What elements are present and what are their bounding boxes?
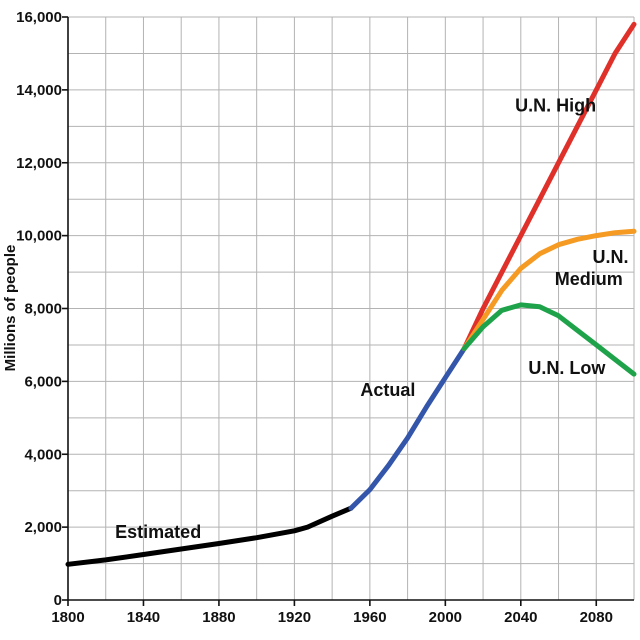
- series-line-u-n-high: [461, 21, 637, 352]
- x-tick-label: 1800: [51, 609, 84, 626]
- y-tick-label: 6,000: [24, 373, 62, 390]
- series-annotations: Estimated Actual U.N. High U.N.Medium U.N. L…: [115, 96, 628, 542]
- series-annotation: Actual: [360, 380, 415, 400]
- series-line-u-n-low: [461, 302, 637, 377]
- series-annotation: Medium: [555, 269, 623, 289]
- y-tick-label: 2,000: [24, 519, 62, 536]
- series-annotation: U.N.: [592, 247, 628, 267]
- series-line-actual: [348, 346, 467, 511]
- y-tick-label: 14,000: [16, 82, 62, 99]
- x-tick-label: 2000: [429, 609, 462, 626]
- x-tick-label: 1840: [127, 609, 160, 626]
- series-annotation: U.N. Low: [528, 358, 606, 378]
- y-tick-label: 8,000: [24, 301, 62, 318]
- x-tick-label: 2040: [504, 609, 537, 626]
- y-tick-label: 12,000: [16, 155, 62, 172]
- series-line-u-n-medium: [461, 228, 637, 352]
- grid: [67, 16, 635, 601]
- y-tick-label: 0: [54, 592, 62, 609]
- x-tick-label: 2080: [580, 609, 613, 626]
- series-lines: [65, 21, 637, 567]
- series-annotation: Estimated: [115, 522, 201, 542]
- y-tick-label: 10,000: [16, 228, 62, 245]
- y-tick-label: 16,000: [16, 9, 62, 26]
- tick-labels: 0 2,000 4,000 6,000 8,000 10,000 12,000 14,000 1…: [16, 9, 613, 626]
- series-annotation: U.N. High: [515, 96, 596, 116]
- axes: [62, 16, 634, 606]
- y-tick-label: 4,000: [24, 446, 62, 463]
- series-line-estimated: [65, 505, 354, 567]
- x-tick-label: 1880: [202, 609, 235, 626]
- x-tick-label: 1960: [353, 609, 386, 626]
- y-axis-label: Millions of people: [2, 245, 19, 372]
- x-tick-label: 1920: [278, 609, 311, 626]
